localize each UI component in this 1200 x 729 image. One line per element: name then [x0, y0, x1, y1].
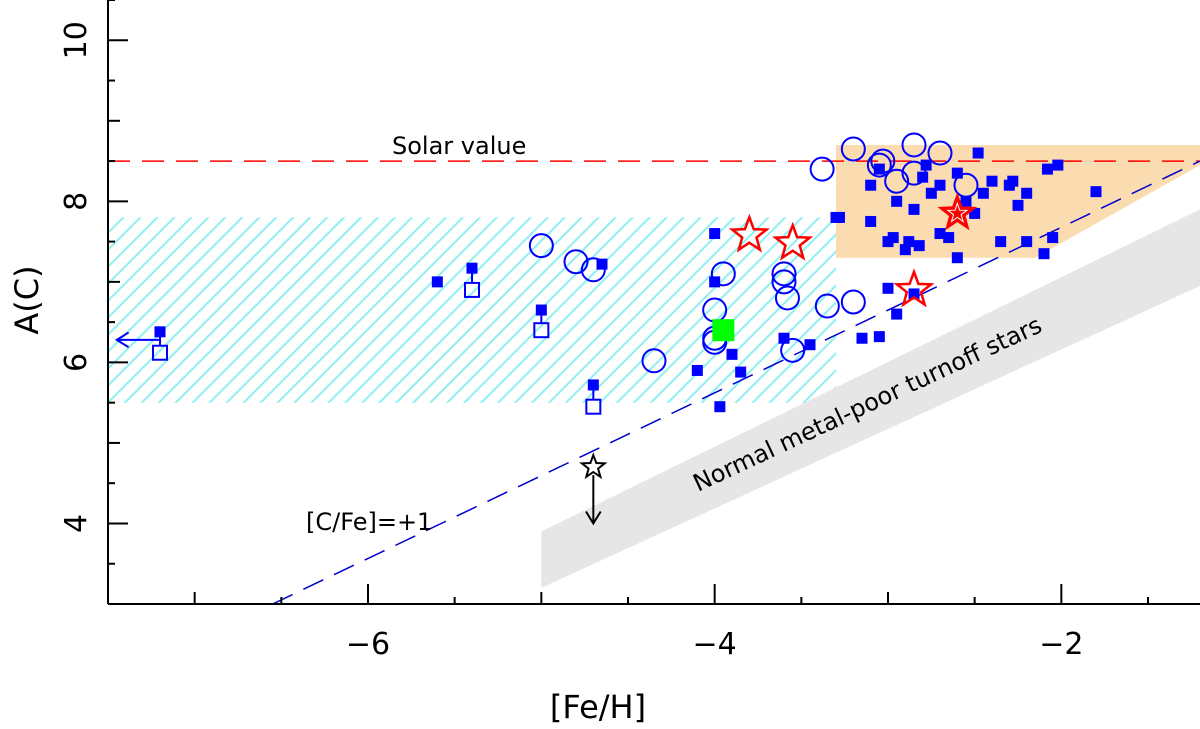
y-axis-title: A(C) [8, 265, 46, 334]
filled-squares-point-26 [899, 244, 911, 256]
open-circles-point-7 [710, 261, 736, 287]
carbon-upper-limit-arrow-head [585, 510, 602, 526]
filled-squares-point-8 [709, 276, 721, 288]
filled-squares-point-12 [778, 332, 790, 344]
fe-upper-limit-arrow-head [114, 331, 130, 349]
open-circles-point-3 [641, 348, 667, 374]
filled-squares-point-51 [1047, 232, 1059, 244]
filled-squares-point-18 [865, 179, 877, 191]
background-regions [108, 145, 1200, 588]
filled-squares-point-42 [986, 175, 998, 187]
filled-squares-point-35 [943, 232, 955, 244]
x-tick-label: −4 [693, 627, 737, 662]
filled-squares-point-34 [934, 179, 946, 191]
open-circles-point-15 [866, 152, 892, 178]
x-tick-label: −2 [1039, 627, 1083, 662]
filled-squares-point-28 [908, 203, 920, 215]
filled-squares-point-29 [913, 240, 925, 252]
filled-squares-point-11 [735, 366, 747, 378]
filled-squares-point-22 [882, 282, 894, 294]
open-circles-point-22 [809, 156, 835, 182]
open-stars-point-1 [772, 221, 814, 261]
axes: −6 −4 −2 4 6 8 10 [59, 0, 1200, 662]
open-circles-point-1 [563, 249, 589, 275]
filled-squares-point-24 [891, 308, 903, 320]
open-stars-point-0 [728, 213, 770, 253]
y-tick-label: 4 [59, 514, 94, 533]
filled-squares-point-39 [969, 207, 981, 219]
filled-squares-point-16 [856, 332, 868, 344]
open-circles-point-18 [901, 132, 927, 158]
filled-squares-point-43 [995, 236, 1007, 248]
y-tick-label: 8 [59, 192, 94, 211]
filled-squares-point-40 [972, 147, 984, 159]
filled-squares-point-5 [596, 258, 608, 270]
open-circles-point-10 [774, 285, 800, 311]
filled-squares-point-32 [925, 187, 937, 199]
solar-value-label: Solar value [392, 132, 526, 160]
filled-squares-point-47 [1021, 187, 1033, 199]
black-star-upper-limit-point-0 [579, 452, 608, 480]
filled-star-point-0 [937, 192, 978, 231]
filled-squares-point-33 [934, 228, 946, 240]
filled-squares-point-15 [833, 211, 845, 223]
filled-squares-point-36 [951, 252, 963, 264]
filled-squares-point-30 [917, 171, 929, 183]
filled-squares-point-25 [891, 195, 903, 207]
gray-turnoff-band [541, 209, 1200, 588]
filled-squares-point-7 [709, 228, 721, 240]
cfe-label: [C/Fe]=+1 [306, 508, 432, 536]
open-circles-point-9 [771, 269, 797, 295]
cyan-hatched-region [108, 217, 836, 403]
open-circles-point-12 [814, 293, 840, 319]
x-tick-label: −6 [346, 627, 390, 662]
filled-squares-point-41 [977, 187, 989, 199]
open-circles-point-20 [927, 140, 953, 166]
filled-squares-point-13 [804, 339, 816, 351]
filled-star-point-0-inner [946, 201, 969, 223]
filled-squares-point-52 [1052, 159, 1064, 171]
filled-squares-point-38 [960, 195, 972, 207]
filled-squares-point-53 [1090, 186, 1102, 198]
x-axis-title: [Fe/H] [550, 688, 646, 726]
green-square-point-0 [712, 319, 735, 342]
data-marks [114, 132, 1102, 526]
filled-squares-point-1 [431, 276, 443, 288]
filled-squares-point-9 [714, 401, 726, 413]
filled-squares-point-50 [1041, 163, 1053, 175]
filled-squares-point-37 [951, 167, 963, 179]
filled-squares-point-21 [873, 331, 885, 343]
filled-squares-point-19 [873, 163, 885, 175]
filled-squares-point-54 [908, 288, 920, 300]
filled-squares-point-31 [920, 159, 932, 171]
y-tick-label: 6 [59, 353, 94, 372]
y-tick-label: 10 [59, 21, 94, 59]
open-circles-point-13 [840, 289, 866, 315]
open-circles-point-8 [771, 261, 797, 287]
open-circles-point-0 [528, 233, 554, 259]
filled-squares-point-6 [691, 364, 703, 376]
filled-squares-point-23 [887, 232, 899, 244]
open-circles-point-2 [580, 257, 606, 283]
open-circles-point-14 [840, 136, 866, 162]
filled-squares-point-10 [726, 348, 738, 360]
reference-lines [108, 160, 1200, 604]
filled-squares-point-17 [865, 215, 877, 227]
open-circles-point-17 [884, 168, 910, 194]
filled-squares-point-27 [903, 236, 915, 248]
filled-squares-point-46 [1012, 199, 1024, 211]
open-circles-point-11 [780, 337, 806, 363]
open-stars-point-2 [893, 268, 935, 308]
cfe-plus-one-line [272, 160, 1200, 604]
filled-squares-point-45 [1007, 175, 1019, 187]
filled-squares-point-48 [1021, 236, 1033, 248]
filled-squares-point-49 [1038, 248, 1050, 260]
